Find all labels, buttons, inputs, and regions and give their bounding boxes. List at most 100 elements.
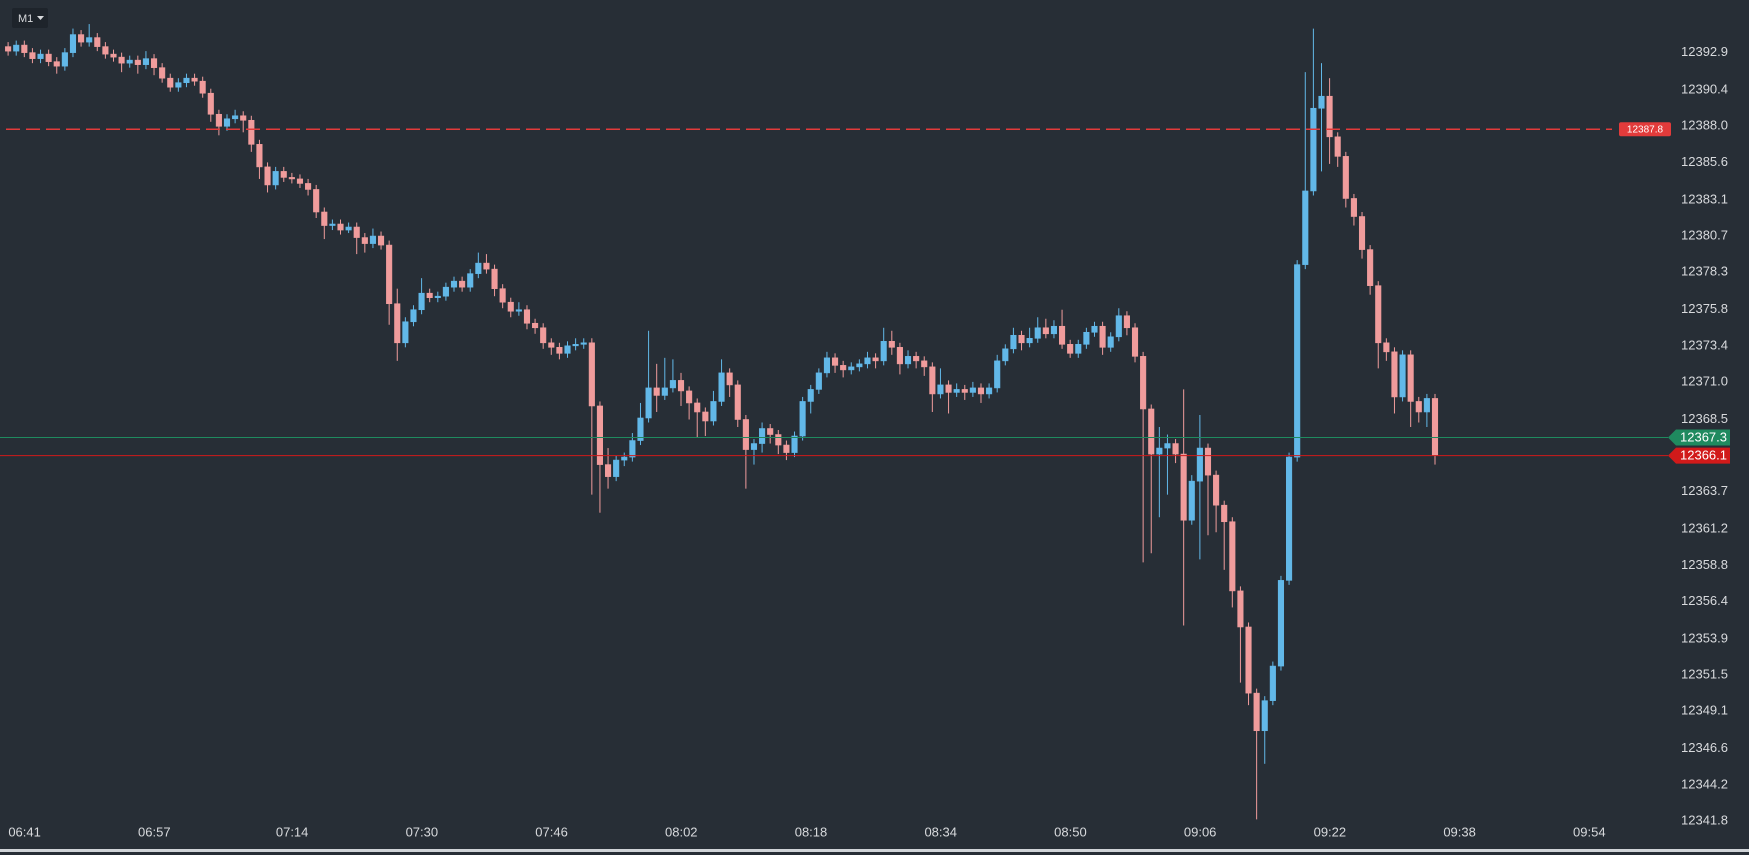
candle-body (256, 144, 263, 168)
candle-body (1180, 453, 1187, 521)
candle-body (856, 363, 863, 368)
candles (5, 24, 1439, 820)
candle-body (1196, 447, 1203, 482)
candle-body (434, 295, 441, 299)
candle-body (653, 387, 660, 396)
candle-body (1431, 398, 1439, 456)
candle-body (102, 46, 109, 55)
candle-body (369, 235, 376, 244)
candle-body (175, 82, 182, 88)
candle-body (142, 58, 149, 65)
candle-body (1383, 342, 1390, 353)
candle-body (661, 387, 668, 396)
candle-body (1286, 456, 1293, 581)
candle-body (402, 321, 409, 344)
button-bg[interactable] (12, 8, 48, 28)
candle-body (223, 118, 231, 127)
candle-body (864, 357, 871, 365)
candle-body (686, 390, 693, 404)
candle-body (1204, 447, 1212, 476)
candle-body (791, 435, 798, 453)
candle-body (1358, 216, 1366, 250)
bottom-border (0, 849, 1749, 852)
timeframe-label[interactable]: M1 (18, 13, 33, 25)
candle-body (475, 262, 482, 274)
candle-body (450, 280, 458, 288)
candle-body (159, 67, 166, 79)
candle-body (572, 344, 579, 347)
y-tick-label: 12375.8 (1681, 301, 1728, 316)
candle-body (386, 244, 393, 305)
candle-body (410, 309, 417, 323)
candle-body (37, 53, 44, 59)
x-tick-label: 08:50 (1054, 824, 1087, 839)
candle-body (29, 52, 36, 59)
candle-body (977, 387, 985, 395)
candle-body (1075, 344, 1082, 354)
candle-body (272, 171, 279, 186)
candle-body (345, 226, 352, 231)
candle-body (1342, 156, 1349, 199)
x-tick-label: 09:54 (1573, 824, 1606, 839)
candle-body (1010, 334, 1017, 350)
y-tick-label: 12346.6 (1681, 740, 1728, 755)
candle-body (799, 401, 806, 437)
candle-body (718, 372, 725, 402)
candle-body (1294, 264, 1301, 458)
candle-body (167, 77, 174, 88)
price-tag-label: 12366.1 (1680, 448, 1727, 463)
candle-body (337, 223, 344, 231)
x-tick-label: 09:38 (1443, 824, 1476, 839)
candle-body (556, 347, 563, 354)
candle-body (1375, 285, 1382, 344)
candle-body (1034, 327, 1041, 339)
x-tick-label: 08:18 (795, 824, 828, 839)
x-tick-label: 07:46 (535, 824, 568, 839)
candle-body (961, 389, 968, 393)
candle-body (442, 286, 449, 297)
candle-body (191, 77, 198, 82)
candle-body (1415, 401, 1422, 413)
candle-body (280, 171, 287, 178)
candle-body (1164, 443, 1171, 449)
y-tick-label: 12351.5 (1681, 667, 1728, 682)
candle-body (775, 434, 782, 446)
candle-body (523, 309, 531, 324)
price-tag-label: 12387.8 (1627, 124, 1664, 135)
y-tick-label: 12392.9 (1681, 44, 1728, 59)
candle-body (78, 34, 85, 43)
candle-body (329, 223, 336, 226)
timeframe-button[interactable]: M1 (12, 8, 48, 28)
candle-body (515, 309, 522, 312)
candle-body (296, 178, 304, 184)
candle-body (629, 440, 636, 458)
candle-body (840, 365, 847, 371)
candle-body (1326, 95, 1333, 138)
candle-body (734, 384, 741, 420)
candle-body (248, 119, 255, 145)
x-tick-label: 06:57 (138, 824, 171, 839)
candle-body (913, 356, 920, 362)
candle-body (134, 59, 141, 65)
candle-body (710, 401, 717, 422)
candle-body (1237, 590, 1244, 628)
candle-body (613, 459, 620, 477)
candle-body (1067, 344, 1074, 354)
candle-body (1253, 692, 1260, 732)
candle-body (5, 46, 12, 52)
candle-body (677, 380, 685, 392)
candle-body (1261, 700, 1268, 732)
candle-body (1350, 198, 1357, 217)
candle-body (110, 53, 117, 58)
candle-body (1310, 107, 1317, 192)
candle-body (418, 292, 425, 311)
candle-body (507, 301, 514, 312)
candle-body (240, 115, 247, 121)
dropdown-arrow[interactable] (37, 16, 44, 20)
candle-body (21, 44, 28, 53)
candle-body (888, 341, 895, 348)
y-tick-label: 12373.4 (1681, 337, 1728, 352)
candle-body (564, 345, 571, 354)
candle-body (645, 387, 652, 419)
